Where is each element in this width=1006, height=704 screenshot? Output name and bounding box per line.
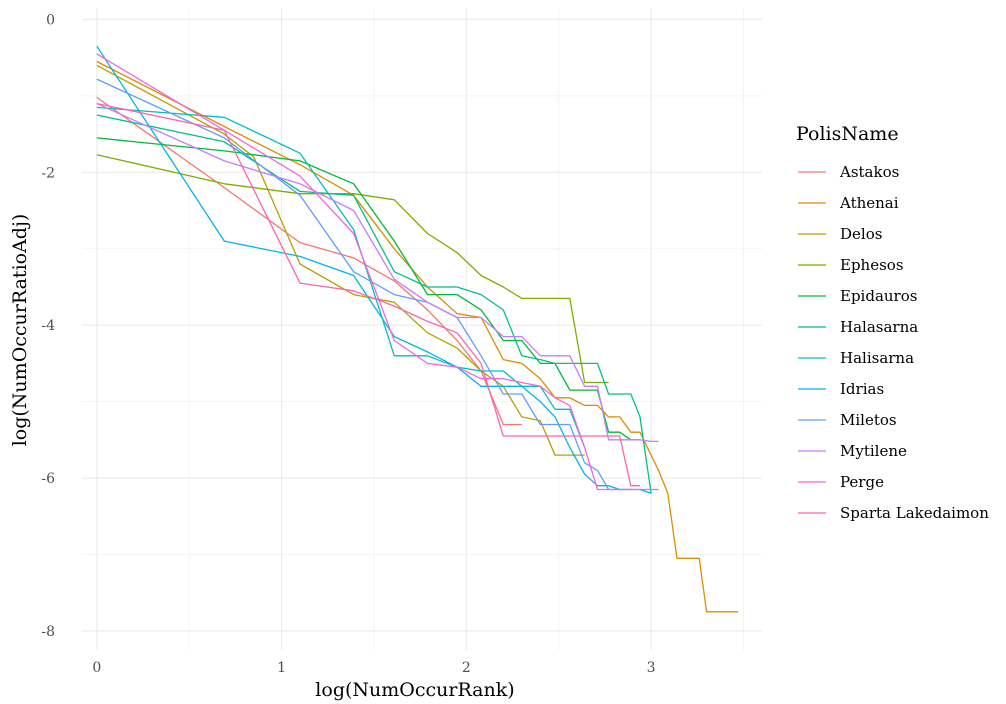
x-axis-title: log(NumOccurRank): [315, 679, 514, 701]
y-axis-ticks: 0 -2 -4 -6 -8: [41, 12, 55, 639]
series-line-halasarna: [96, 114, 652, 494]
legend-label: Ephesos: [840, 256, 904, 274]
series-line-perge: [96, 53, 659, 491]
x-tick-label: 1: [277, 660, 286, 676]
legend-label: Mytilene: [840, 442, 907, 460]
series-line-delos: [96, 64, 585, 456]
legend-label: Miletos: [840, 411, 897, 429]
legend-label: Halisarna: [840, 349, 914, 367]
legend-label: Idrias: [840, 380, 884, 398]
series-line-mytilene: [96, 102, 659, 443]
legend-label: Athenai: [839, 194, 899, 212]
y-tick-label: 0: [46, 12, 55, 28]
legend-items: Astakos Athenai Delos Ephesos Epidauros Halas…: [798, 163, 989, 522]
y-tick-label: -2: [41, 165, 55, 181]
legend-label: Perge: [840, 473, 884, 491]
series-line-epidauros: [96, 137, 640, 441]
y-tick-label: -6: [41, 471, 55, 487]
legend: PolisName Astakos Athenai Delos Ephesos Epid…: [796, 123, 989, 522]
x-tick-label: 2: [462, 660, 471, 676]
y-tick-label: -8: [41, 624, 55, 640]
x-tick-label: 0: [92, 660, 101, 676]
legend-label: Sparta Lakedaimon: [840, 504, 989, 522]
series-line-astakos: [96, 96, 522, 426]
series-line-sparta-lakedaimon: [96, 102, 640, 487]
x-axis-ticks: 0 1 2 3: [92, 660, 655, 676]
grid: [82, 8, 762, 650]
series-line-ephesos: [96, 154, 609, 384]
legend-label: Halasarna: [840, 318, 918, 336]
series-line-halisarna: [96, 106, 586, 448]
legend-label: Delos: [840, 225, 882, 243]
series-lines: [96, 45, 738, 613]
series-line-miletos: [96, 78, 631, 491]
legend-title: PolisName: [796, 123, 899, 145]
legend-label: Astakos: [839, 163, 899, 181]
y-tick-label: -4: [41, 318, 55, 334]
y-axis-title: log(NumOccurRatioAdj): [9, 214, 31, 447]
series-line-athenai: [96, 60, 738, 613]
x-tick-label: 3: [647, 660, 656, 676]
legend-label: Epidauros: [840, 287, 917, 305]
